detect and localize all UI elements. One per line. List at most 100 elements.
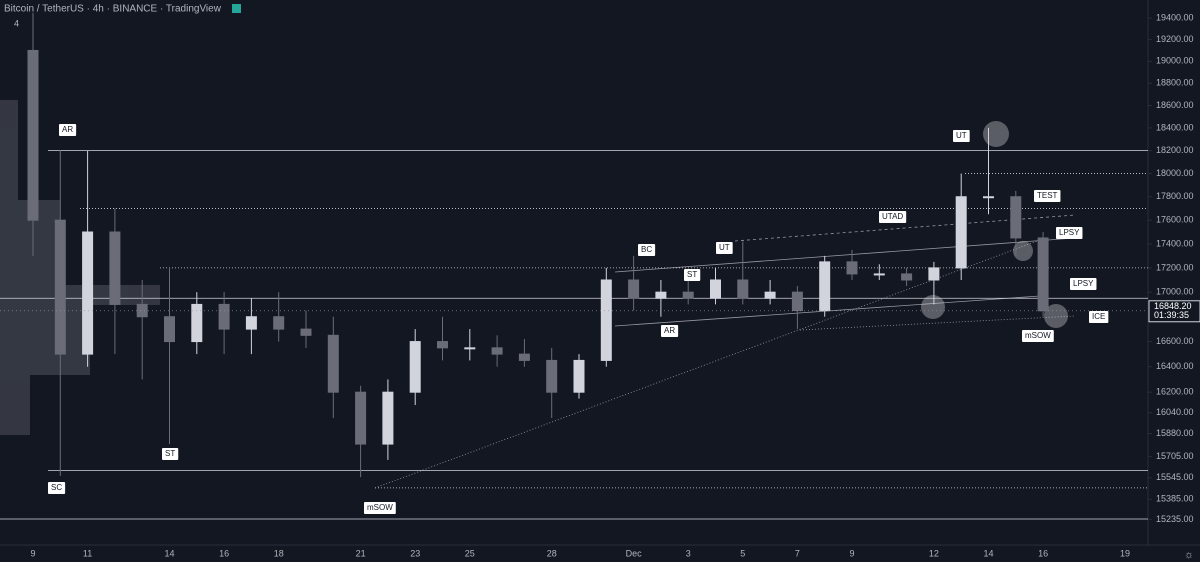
annotation-box: [59, 124, 77, 136]
candle: [846, 249, 858, 280]
y-tick-label: 16400.00: [1156, 361, 1194, 371]
candle: [464, 329, 476, 361]
y-tick-label: 17600.00: [1156, 215, 1194, 225]
candle-body: [655, 291, 667, 299]
y-tick-label: 16600.00: [1156, 336, 1194, 346]
candle-body: [273, 316, 285, 330]
y-tick-label: 15235.00: [1156, 514, 1194, 524]
candle-body: [218, 303, 230, 330]
annotation-label: TEST: [1037, 191, 1058, 200]
annotation-label: ST: [687, 270, 697, 279]
volume-profile: [0, 100, 160, 435]
annotation-label: mSOW: [1025, 331, 1051, 340]
candle-body: [409, 341, 421, 393]
candle: [54, 150, 66, 476]
annotation-box: [716, 242, 733, 254]
candle: [136, 279, 148, 380]
candle-body: [1037, 237, 1049, 312]
annotation-box: [879, 211, 907, 223]
settings-icon[interactable]: ☼: [1184, 549, 1194, 561]
annotation-box: [684, 269, 701, 281]
annotation: ST: [162, 448, 179, 460]
live-flag: [232, 4, 241, 13]
candle-body: [682, 291, 694, 299]
x-tick-label: Dec: [626, 548, 643, 558]
circle: [983, 121, 1009, 147]
y-tick-label: 15880.00: [1156, 428, 1194, 438]
circle: [921, 295, 945, 319]
candle-body: [491, 347, 503, 355]
x-tick-label: 16: [219, 548, 229, 558]
annotation: UT: [953, 130, 970, 142]
candle-body: [819, 261, 831, 312]
candle-body: [983, 196, 994, 199]
annotation-box: [953, 130, 970, 142]
x-tick-label: 23: [410, 548, 420, 558]
y-tick-label: 15385.00: [1156, 494, 1194, 504]
candle: [327, 316, 339, 418]
candle: [518, 339, 530, 367]
trend-line: [799, 315, 1076, 331]
candle: [382, 379, 394, 460]
candle-body: [109, 231, 121, 305]
highlight-circles: [921, 121, 1068, 328]
x-tick-label: 19: [1120, 548, 1130, 558]
candle-body: [245, 316, 257, 330]
y-tick-label: 19200.00: [1156, 34, 1194, 44]
candle: [710, 267, 721, 305]
annotation: ST: [684, 269, 701, 281]
candle: [901, 267, 913, 287]
candle-body: [54, 219, 66, 355]
annotation: UT: [716, 242, 733, 254]
candle-body: [27, 49, 39, 221]
candle: [764, 279, 776, 305]
countdown: 01:39:35: [1154, 310, 1189, 320]
candle: [546, 347, 558, 418]
annotation: BC: [638, 244, 656, 256]
vp-bar: [0, 285, 160, 305]
x-tick-label: 9: [849, 548, 854, 558]
trend-line: [614, 237, 1076, 273]
y-tick-label: 17000.00: [1156, 287, 1194, 297]
annotation-label: UTAD: [882, 212, 903, 221]
candle: [1010, 190, 1022, 256]
annotation: SC: [48, 482, 66, 494]
y-tick-label: 17400.00: [1156, 238, 1194, 248]
annotation-label: ST: [165, 449, 175, 458]
candle: [491, 335, 503, 367]
annotation-box: [162, 448, 179, 460]
annotation-box: [48, 482, 66, 494]
circle: [1013, 241, 1033, 261]
candle: [628, 255, 640, 311]
annotation: AR: [661, 325, 679, 337]
annotation-box: [1034, 190, 1061, 202]
y-tick-label: 15545.00: [1156, 472, 1194, 482]
last-price-box: [1148, 300, 1200, 323]
y-tick-label: 17800.00: [1156, 191, 1194, 201]
candle-body: [710, 279, 721, 299]
x-tick-label: 11: [83, 548, 92, 558]
candle-body: [300, 328, 312, 336]
x-tick-label: 14: [164, 548, 174, 558]
y-tick-label: 19400.00: [1156, 12, 1194, 22]
annotation-label: ICE: [1092, 312, 1105, 321]
candle-body: [355, 391, 367, 445]
x-tick-label: 7: [795, 548, 800, 558]
candle-body: [518, 353, 530, 361]
candle: [437, 316, 448, 361]
candle: [819, 255, 831, 317]
candle: [300, 310, 312, 348]
annotation: AR: [59, 124, 77, 136]
annotation-box: [364, 502, 396, 514]
candle-body: [437, 341, 448, 349]
candle-body: [928, 267, 940, 281]
y-tick-label: 18400.00: [1156, 122, 1194, 132]
candle-body: [901, 273, 913, 281]
candle: [928, 261, 940, 305]
y-tick-label: 18200.00: [1156, 145, 1194, 155]
y-tick-label: 19000.00: [1156, 56, 1194, 66]
x-tick-label: 16: [1038, 548, 1048, 558]
circle: [1044, 304, 1068, 328]
x-tick-label: 14: [983, 548, 993, 558]
vp-bar: [0, 100, 18, 220]
